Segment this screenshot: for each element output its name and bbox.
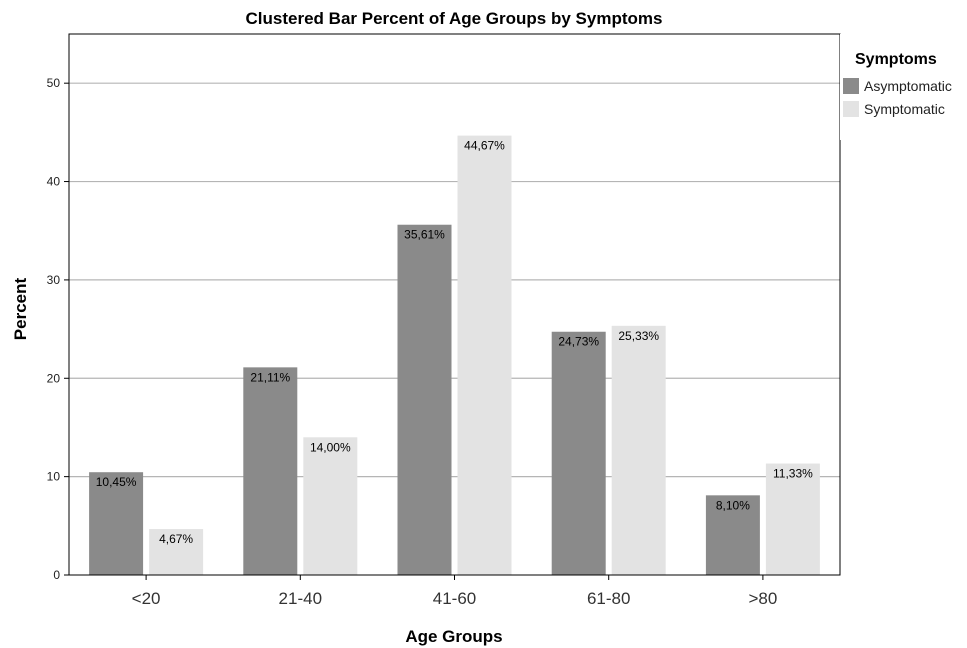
legend-swatch [843,101,859,117]
bar-label: 11,33% [773,467,813,481]
bar-asymptomatic-3 [551,331,606,575]
x-tick-label: 41-60 [433,589,476,608]
bars [89,135,820,576]
legend-title: Symptoms [855,51,937,68]
bar-symptomatic-1 [303,437,358,575]
bar-symptomatic-4 [765,463,820,575]
y-tick-label: 30 [47,273,61,287]
y-tick-label: 0 [53,568,60,582]
bar-asymptomatic-1 [243,367,298,575]
bar-asymptomatic-2 [397,224,452,575]
legend: Symptoms Asymptomatic Symptomatic [840,34,967,140]
bar-asymptomatic-4 [705,495,760,575]
bar-label: 25,33% [618,329,659,343]
y-axis-title: Percent [11,277,30,340]
legend-label: Asymptomatic [864,78,952,94]
bar-label: 10,45% [96,475,137,489]
legend-swatch [843,78,859,94]
x-axis-title: Age Groups [405,627,502,646]
x-axis-ticks: <20 21-40 41-60 61-80 >80 [132,575,777,608]
legend-label: Symptomatic [864,101,945,117]
bar-label: 35,61% [404,228,445,242]
chart-title: Clustered Bar Percent of Age Groups by S… [246,9,663,28]
y-tick-label: 50 [47,76,61,90]
y-tick-label: 10 [47,470,61,484]
bar-labels: 10,45% 4,67% 21,11% 14,00% 35,61% 44,67% 24,73… [96,139,813,546]
gridlines [69,82,840,478]
bar-asymptomatic-0 [89,472,144,575]
bar-label: 21,11% [250,370,290,384]
bar-label: 8,10% [716,498,750,512]
y-axis-ticks: 0 10 20 30 40 50 [47,76,69,582]
x-tick-label: 21-40 [279,589,322,608]
plot-frame [68,33,841,576]
legend-items: Asymptomatic Symptomatic [843,78,952,117]
bar-symptomatic-3 [611,325,666,575]
x-tick-label: >80 [748,589,777,608]
x-tick-label: 61-80 [587,589,630,608]
bar-symptomatic-0 [149,529,204,575]
y-tick-label: 20 [47,371,61,385]
y-tick-label: 40 [47,175,61,189]
legend-background [840,34,967,140]
bar-label: 44,67% [464,139,505,153]
bar-label: 24,73% [558,335,599,349]
x-tick-label: <20 [132,589,161,608]
bar-label: 4,67% [159,532,193,546]
bar-symptomatic-2 [457,135,512,576]
bar-label: 14,00% [310,440,351,454]
